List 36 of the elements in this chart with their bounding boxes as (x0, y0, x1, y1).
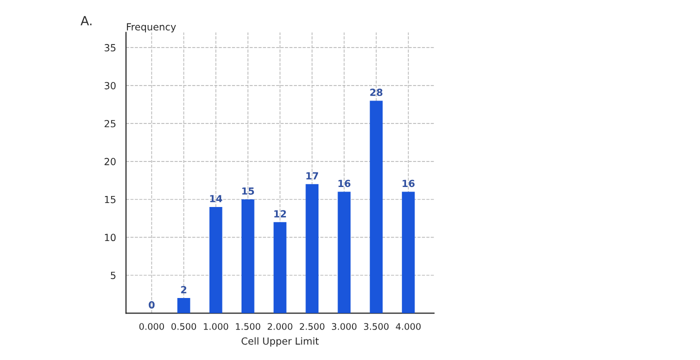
bar (242, 199, 254, 314)
bar (177, 298, 190, 314)
y-axis-title: Frequency (126, 23, 176, 32)
y-tick-label: 10 (104, 234, 116, 242)
x-tick-label: 2.000 (268, 323, 292, 330)
x-tick-label: 4.000 (396, 323, 421, 330)
bar (209, 206, 222, 314)
data-label: 15 (242, 187, 254, 195)
x-tick-label: 0.000 (139, 323, 164, 330)
y-tick-label: 5 (110, 272, 116, 280)
y-tick-label: 20 (104, 158, 116, 166)
data-label: 28 (370, 88, 382, 96)
x-tick-label: 3.000 (332, 323, 356, 330)
data-label: 16 (402, 180, 415, 188)
bar (306, 184, 318, 314)
chart-title: A. (80, 16, 92, 26)
data-label: 17 (306, 172, 318, 180)
y-tick-label: 25 (104, 120, 116, 128)
bar (402, 192, 415, 314)
data-label: 2 (181, 286, 186, 294)
x-tick-label: 3.500 (364, 323, 389, 330)
data-label: 0 (148, 301, 155, 309)
data-label: 16 (338, 180, 350, 188)
x-tick-label: 0.500 (171, 323, 196, 330)
y-tick-label: 15 (104, 196, 116, 204)
y-tick-label: 35 (104, 44, 116, 52)
x-tick-label: 1.000 (204, 323, 228, 330)
y-tick-label: 30 (104, 82, 116, 90)
data-label: 14 (210, 195, 222, 202)
x-tick-label: 2.500 (300, 323, 324, 330)
data-label: 12 (274, 210, 286, 218)
x-axis-title: Cell Upper Limit (242, 337, 319, 347)
bar (370, 100, 383, 314)
bar (338, 192, 351, 314)
x-tick-label: 1.500 (236, 323, 260, 330)
bar (274, 222, 286, 314)
